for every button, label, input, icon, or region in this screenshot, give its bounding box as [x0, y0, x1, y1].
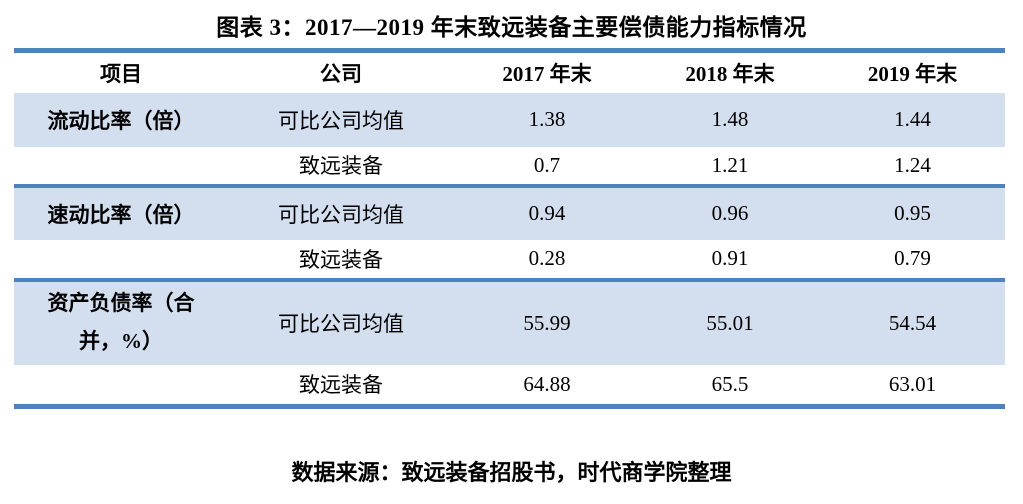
- value-cell-2019: 54.54: [820, 277, 1005, 365]
- value-cell-2019: 1.44: [820, 92, 1005, 147]
- item-cell: [14, 365, 228, 407]
- col-header-company: 公司: [320, 61, 362, 86]
- table-row-quick-ratio-avg: 速动比率（倍） 可比公司均值 0.94 0.96 0.95: [14, 183, 1005, 240]
- table-row-current-ratio-company: 致远装备 0.7 1.21 1.24: [14, 147, 1005, 186]
- item-label: 资产负债率（合并，%）: [47, 291, 195, 353]
- col-header-2018: 2018 年末: [685, 61, 775, 86]
- data-source-note: 数据来源：致远装备招股书，时代商学院整理: [291, 460, 732, 485]
- value-cell-2017: 1.38: [454, 92, 640, 147]
- item-cell: 流动比率（倍）: [14, 92, 228, 147]
- col-header-2017: 2017 年末: [502, 61, 592, 86]
- value-cell-2018: 0.96: [640, 183, 820, 240]
- company-cell: 可比公司均值: [228, 183, 454, 240]
- item-cell: 资产负债率（合并，%）: [14, 277, 228, 365]
- value-cell-2019: 0.95: [820, 183, 1005, 240]
- company-cell: 致远装备: [299, 247, 383, 272]
- value-cell-2018: 1.21: [711, 152, 749, 177]
- table-header-row: 项目 公司 2017 年末 2018 年末 2019 年末: [14, 51, 1005, 93]
- figure-container: 图表 3：2017—2019 年末致远装备主要偿债能力指标情况 项目 公司 20…: [14, 15, 1005, 485]
- item-cell: 速动比率（倍）: [14, 183, 228, 240]
- company-cell: 可比公司均值: [228, 92, 454, 147]
- solvency-indicators-table: 项目 公司 2017 年末 2018 年末 2019 年末 流动比率（倍） 可比…: [14, 48, 1005, 409]
- value-cell-2017: 0.94: [454, 183, 640, 240]
- value-cell-2018: 1.48: [640, 92, 820, 147]
- value-cell-2019: 1.24: [894, 152, 931, 177]
- value-cell-2017: 0.7: [533, 152, 561, 177]
- value-cell-2017: 64.88: [523, 371, 571, 396]
- col-header-2019: 2019 年末: [867, 61, 958, 86]
- figure-title: 图表 3：2017—2019 年末致远装备主要偿债能力指标情况: [216, 15, 807, 40]
- table-row-debt-ratio-company: 致远装备 64.88 65.5 63.01: [14, 365, 1005, 407]
- company-cell: 致远装备: [299, 154, 383, 178]
- item-cell: [14, 147, 228, 186]
- value-cell-2018: 65.5: [711, 371, 749, 396]
- value-cell-2018: 0.91: [711, 246, 749, 270]
- table-row-debt-ratio-avg: 资产负债率（合并，%） 可比公司均值 55.99 55.01 54.54: [14, 277, 1005, 365]
- value-cell-2017: 0.28: [528, 246, 566, 270]
- item-cell: [14, 240, 228, 280]
- value-cell-2017: 55.99: [454, 277, 640, 365]
- value-cell-2018: 55.01: [640, 277, 820, 365]
- company-cell: 致远装备: [299, 373, 383, 398]
- table-row-quick-ratio-company: 致远装备 0.28 0.91 0.79: [14, 240, 1005, 280]
- value-cell-2019: 0.79: [894, 246, 931, 270]
- col-header-item: 项目: [100, 61, 142, 86]
- table-row-current-ratio-avg: 流动比率（倍） 可比公司均值 1.38 1.48 1.44: [14, 92, 1005, 147]
- company-cell: 可比公司均值: [228, 277, 454, 365]
- value-cell-2019: 63.01: [888, 371, 937, 396]
